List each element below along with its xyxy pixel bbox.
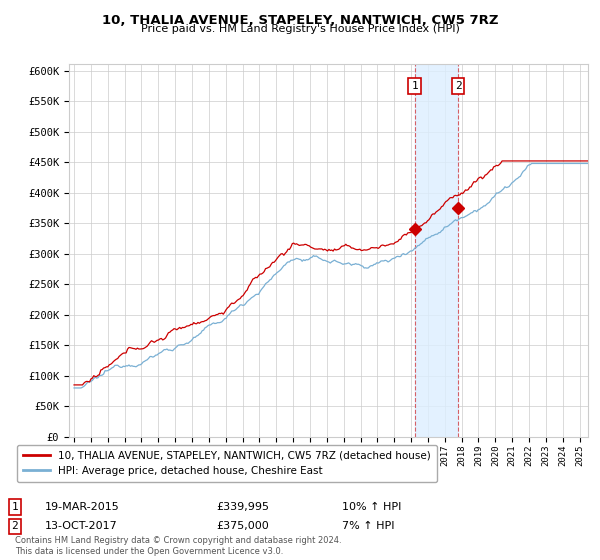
Text: 13-OCT-2017: 13-OCT-2017 — [45, 521, 118, 531]
Text: Price paid vs. HM Land Registry's House Price Index (HPI): Price paid vs. HM Land Registry's House … — [140, 24, 460, 34]
Text: £375,000: £375,000 — [216, 521, 269, 531]
Text: 10, THALIA AVENUE, STAPELEY, NANTWICH, CW5 7RZ: 10, THALIA AVENUE, STAPELEY, NANTWICH, C… — [102, 14, 498, 27]
Text: Contains HM Land Registry data © Crown copyright and database right 2024.
This d: Contains HM Land Registry data © Crown c… — [15, 536, 341, 556]
Text: 10% ↑ HPI: 10% ↑ HPI — [342, 502, 401, 512]
Text: 1: 1 — [11, 502, 19, 512]
Legend: 10, THALIA AVENUE, STAPELEY, NANTWICH, CW5 7RZ (detached house), HPI: Average pr: 10, THALIA AVENUE, STAPELEY, NANTWICH, C… — [17, 445, 437, 482]
Text: 19-MAR-2015: 19-MAR-2015 — [45, 502, 120, 512]
Text: £339,995: £339,995 — [216, 502, 269, 512]
Text: 2: 2 — [455, 81, 461, 91]
Text: 2: 2 — [11, 521, 19, 531]
Text: 1: 1 — [411, 81, 418, 91]
Text: 7% ↑ HPI: 7% ↑ HPI — [342, 521, 395, 531]
